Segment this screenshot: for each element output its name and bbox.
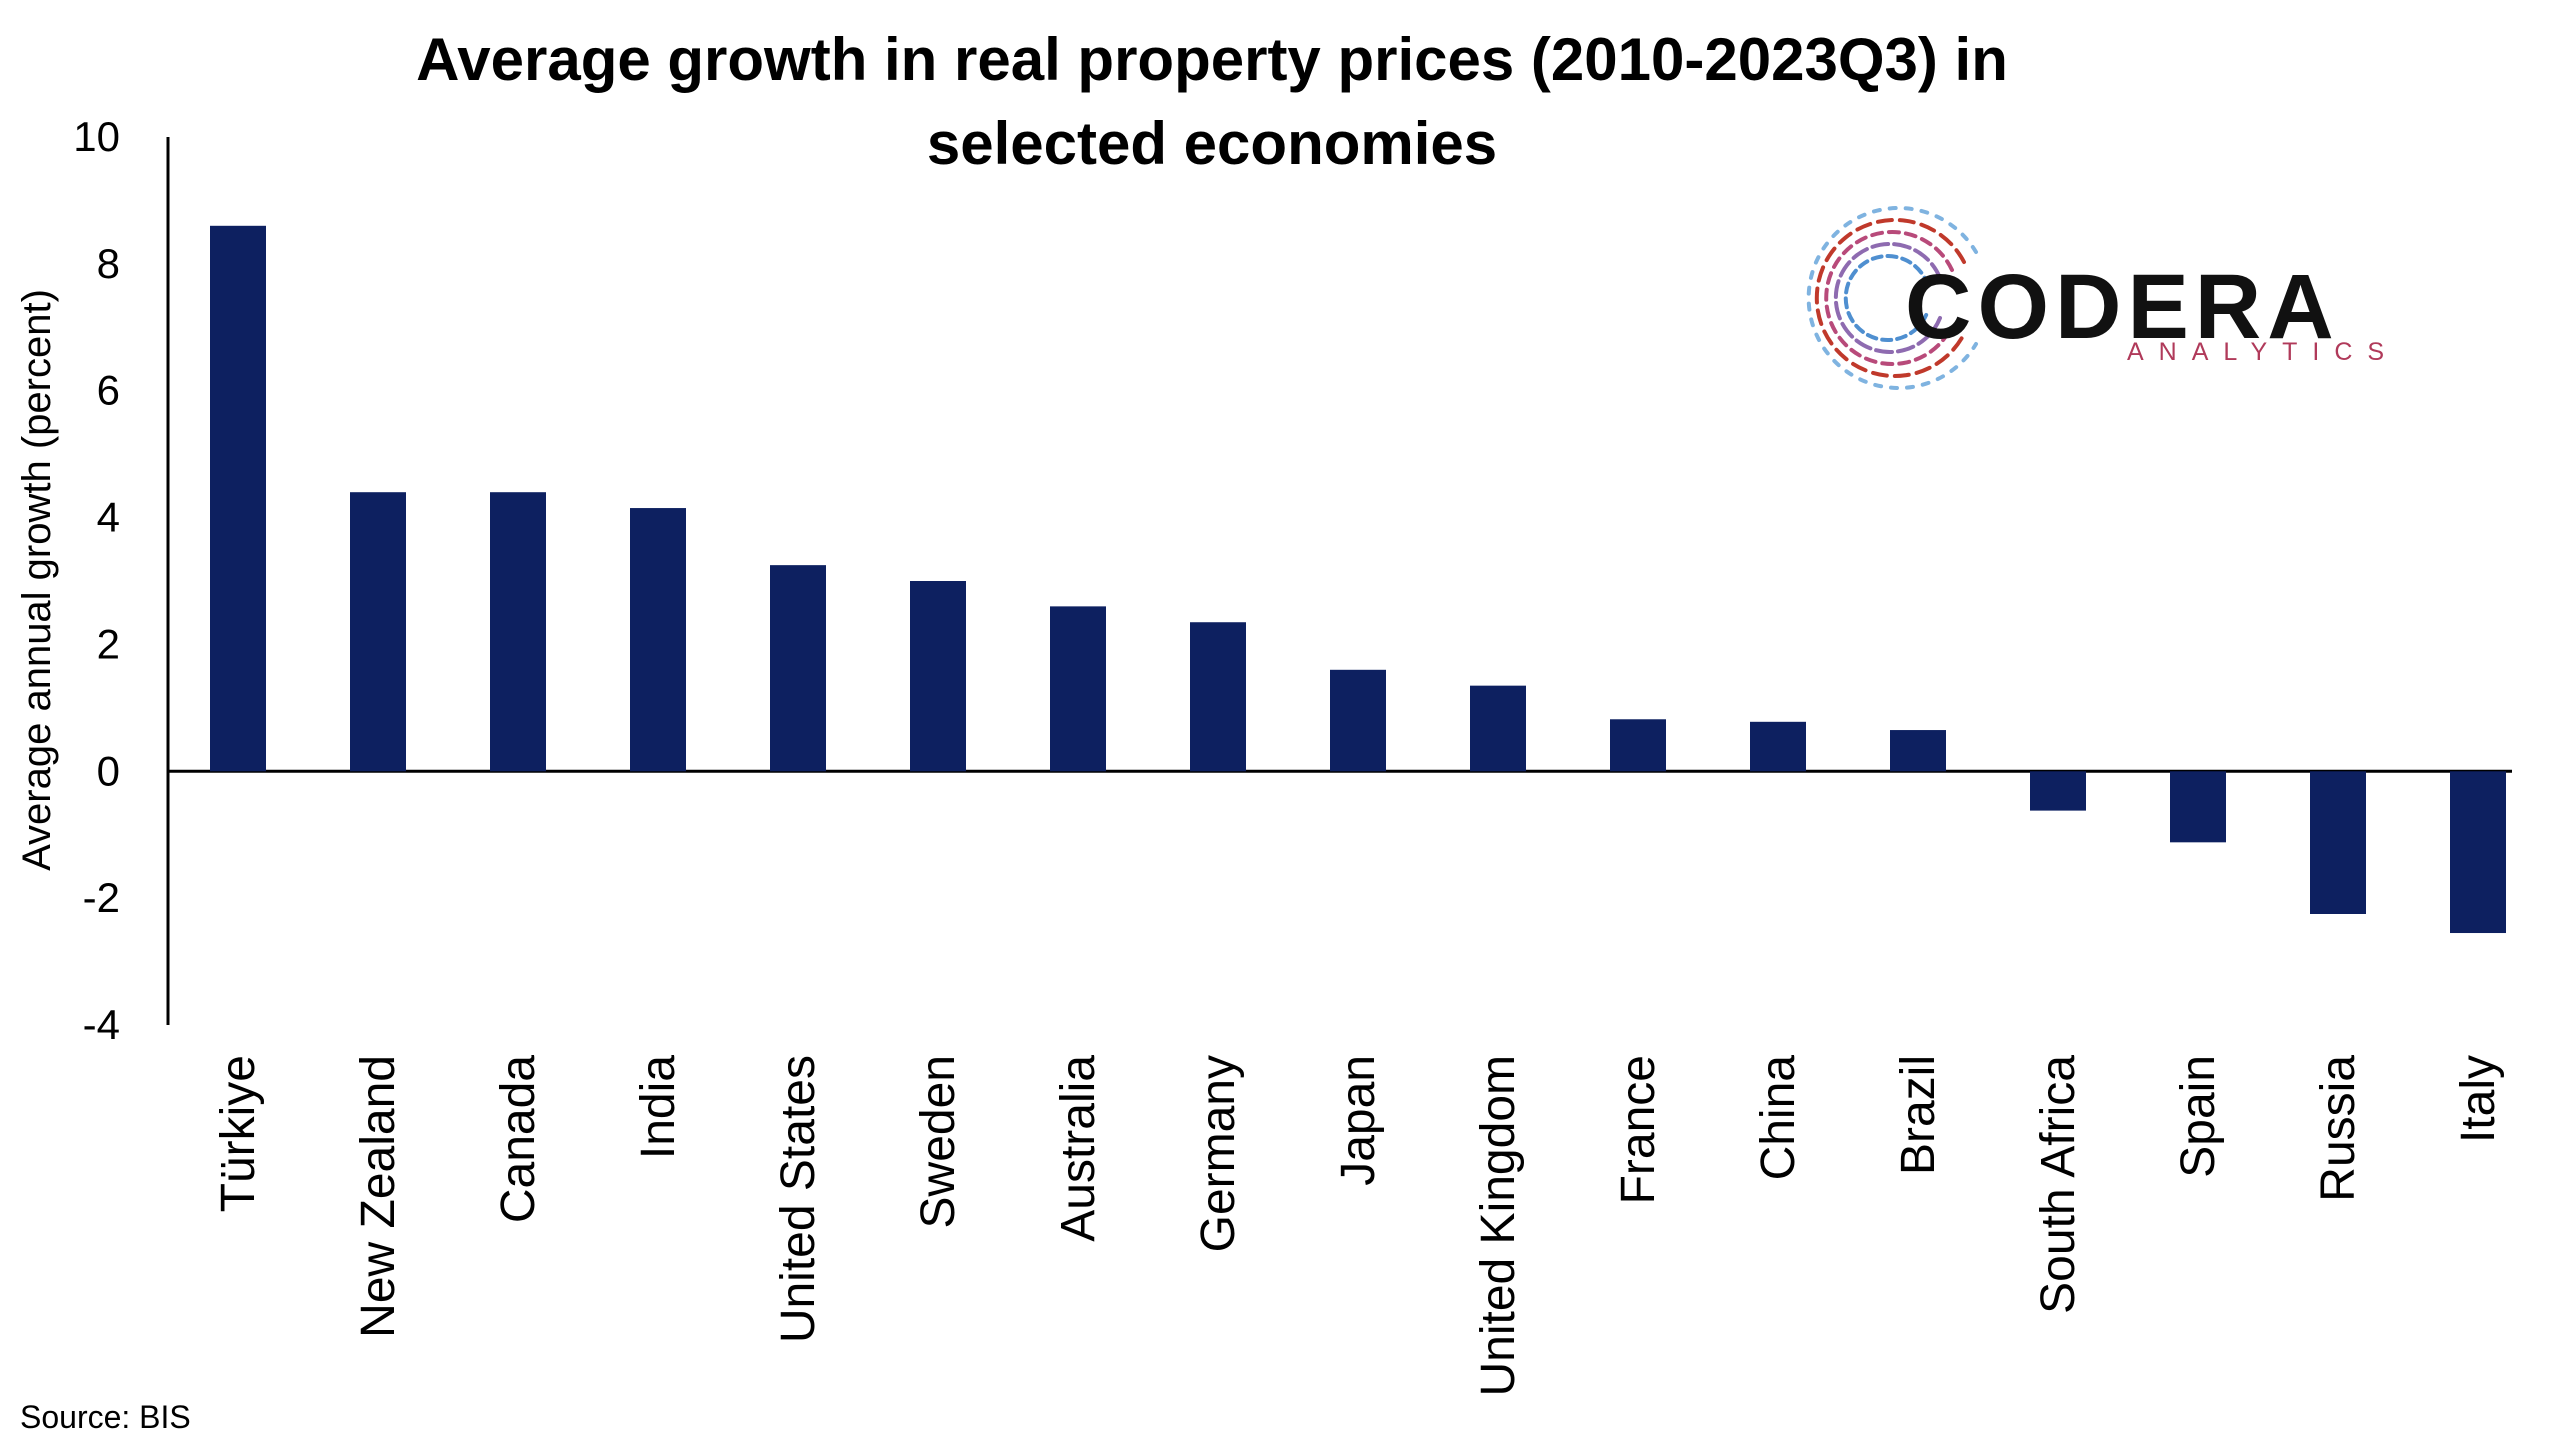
logo-swirl-icon xyxy=(1806,206,1978,390)
source-note: Source: BIS xyxy=(20,1399,191,1435)
y-tick-label: -2 xyxy=(83,874,120,921)
category-label: South Africa xyxy=(2032,1055,2085,1314)
category-label: Japan xyxy=(1332,1055,1385,1186)
category-label: Sweden xyxy=(912,1055,965,1228)
y-tick-label: 10 xyxy=(73,113,120,160)
category-label: India xyxy=(632,1055,685,1159)
category-label: France xyxy=(1612,1055,1665,1204)
category-label: Canada xyxy=(492,1055,545,1223)
bar xyxy=(1330,669,1386,772)
category-label: Türkiye xyxy=(212,1055,265,1212)
bar xyxy=(1470,685,1526,772)
y-tick-labels: 10 8 6 4 2 0 -2 -4 xyxy=(73,113,120,1048)
bar xyxy=(770,565,826,772)
category-label: Germany xyxy=(1192,1055,1245,1252)
bar xyxy=(350,492,406,772)
bar xyxy=(1890,730,1946,772)
codera-logo: CODERA ANALYTICS xyxy=(1806,206,2399,390)
y-axis-title: Average annual growth (percent) xyxy=(15,289,59,871)
bar xyxy=(2310,771,2366,914)
category-label: Italy xyxy=(2452,1055,2505,1143)
bar xyxy=(2030,771,2086,811)
y-tick-label: -4 xyxy=(83,1001,120,1048)
bar xyxy=(2170,771,2226,843)
category-label: Russia xyxy=(2312,1055,2365,1202)
category-label: Australia xyxy=(1052,1055,1105,1242)
category-label: United Kingdom xyxy=(1472,1055,1525,1397)
category-label: United States xyxy=(772,1055,825,1343)
bars xyxy=(210,225,2506,934)
y-tick-label: 2 xyxy=(97,620,120,667)
bar xyxy=(1610,719,1666,772)
chart-title-line-2: selected economies xyxy=(927,110,1497,177)
bar xyxy=(1190,622,1246,772)
category-label: Brazil xyxy=(1892,1055,1945,1175)
logo-tagline: ANALYTICS xyxy=(2127,338,2399,366)
bar xyxy=(910,581,966,772)
y-tick-label: 4 xyxy=(97,494,120,541)
y-tick-label: 6 xyxy=(97,367,120,414)
y-tick-label: 0 xyxy=(97,747,120,794)
bar xyxy=(2450,771,2506,934)
category-label: New Zealand xyxy=(352,1055,405,1338)
category-labels: Türkiye New Zealand Canada India United Stat… xyxy=(212,1055,2505,1397)
category-label: Spain xyxy=(2172,1055,2225,1178)
logo-name: CODERA xyxy=(1905,256,2340,358)
bar xyxy=(1050,606,1106,772)
bar xyxy=(630,508,686,772)
bar xyxy=(490,492,546,772)
y-tick-label: 8 xyxy=(97,240,120,287)
bar xyxy=(210,225,266,772)
chart-title-line-1: Average growth in real property prices (… xyxy=(416,26,2008,93)
bar xyxy=(1750,721,1806,772)
category-label: China xyxy=(1752,1055,1805,1181)
